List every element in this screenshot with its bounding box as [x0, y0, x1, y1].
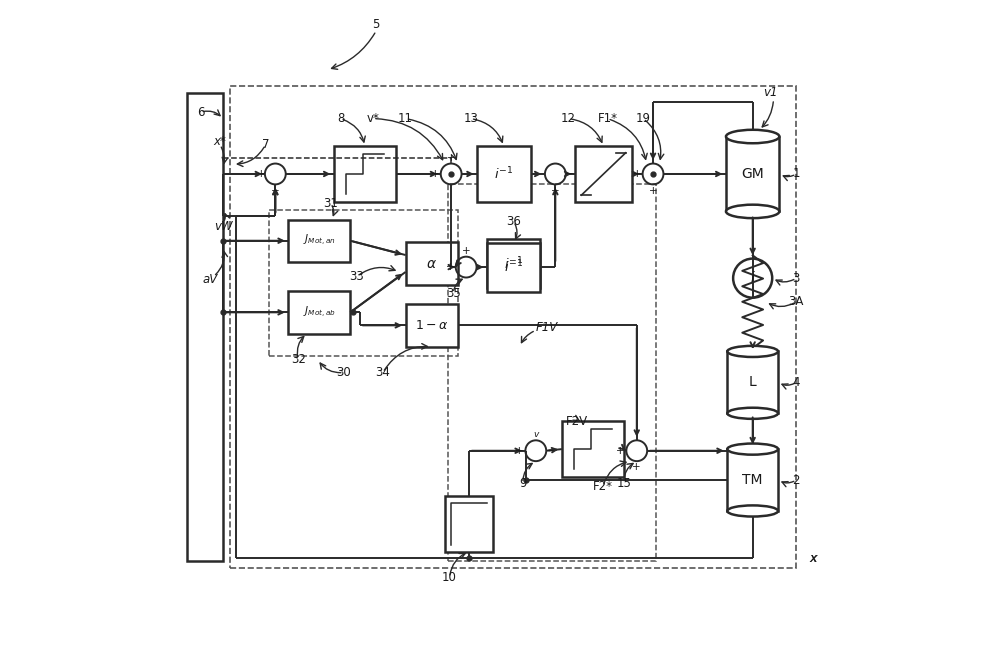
- Ellipse shape: [727, 443, 778, 455]
- Bar: [487, 239, 540, 288]
- Bar: [406, 243, 458, 284]
- Bar: [575, 146, 632, 201]
- Text: −: −: [565, 169, 574, 179]
- Text: 9: 9: [519, 477, 527, 490]
- Text: 7: 7: [262, 138, 269, 151]
- Text: $1-\alpha$: $1-\alpha$: [415, 319, 448, 332]
- Text: 1: 1: [793, 167, 800, 181]
- Text: 4: 4: [793, 376, 800, 389]
- Text: +: +: [649, 186, 657, 196]
- Text: $i^{-1}$: $i^{-1}$: [504, 255, 523, 272]
- Bar: [445, 496, 493, 552]
- Text: +: +: [515, 446, 524, 456]
- Text: $\alpha$: $\alpha$: [426, 256, 437, 271]
- Text: $J_{Mot,an}$: $J_{Mot,an}$: [303, 233, 336, 249]
- Bar: [288, 291, 350, 334]
- Bar: [269, 210, 458, 356]
- Text: 30: 30: [336, 366, 351, 379]
- Text: 8: 8: [337, 112, 344, 125]
- Bar: [726, 137, 779, 211]
- Ellipse shape: [727, 407, 778, 419]
- Text: +: +: [551, 186, 560, 196]
- Bar: [288, 220, 350, 262]
- Text: x: x: [809, 552, 816, 564]
- Text: +: +: [633, 169, 642, 179]
- Text: +: +: [431, 169, 440, 179]
- Text: L: L: [749, 375, 757, 389]
- Text: v1: v1: [763, 86, 778, 99]
- Text: −: −: [546, 446, 555, 456]
- Text: 10: 10: [442, 571, 457, 584]
- Text: 31: 31: [323, 197, 338, 210]
- Bar: [334, 146, 396, 201]
- Text: 3A: 3A: [789, 295, 804, 308]
- Bar: [187, 93, 223, 561]
- Bar: [448, 184, 656, 561]
- Ellipse shape: [727, 506, 778, 517]
- Ellipse shape: [727, 346, 778, 357]
- Text: TM: TM: [742, 473, 763, 487]
- Text: 33: 33: [349, 270, 364, 283]
- Bar: [727, 449, 778, 511]
- Text: $i^{-1}$: $i^{-1}$: [504, 259, 523, 275]
- Text: $i^{-1}$: $i^{-1}$: [494, 165, 514, 182]
- Text: 35: 35: [446, 286, 460, 300]
- Text: +: +: [257, 169, 265, 179]
- Text: 32: 32: [291, 353, 306, 366]
- Text: GM: GM: [741, 167, 764, 181]
- Text: $J_{Mot,ab}$: $J_{Mot,ab}$: [303, 305, 336, 320]
- Text: 2: 2: [793, 473, 800, 487]
- Bar: [230, 86, 796, 568]
- Text: 15: 15: [616, 477, 631, 490]
- Text: aV: aV: [203, 273, 218, 286]
- Text: +: +: [446, 262, 454, 272]
- Bar: [477, 146, 531, 201]
- Text: +: +: [462, 246, 470, 256]
- Text: +: +: [447, 152, 455, 163]
- Ellipse shape: [726, 205, 779, 218]
- Text: 19: 19: [636, 112, 651, 125]
- Text: 36: 36: [506, 215, 521, 228]
- Text: x*: x*: [214, 135, 226, 148]
- Text: +: +: [632, 462, 641, 472]
- Ellipse shape: [726, 129, 779, 143]
- Text: 5: 5: [373, 18, 380, 31]
- Bar: [406, 304, 458, 347]
- Text: 11: 11: [398, 112, 413, 125]
- Bar: [727, 351, 778, 413]
- Text: 12: 12: [561, 112, 576, 125]
- Text: F2*: F2*: [593, 480, 613, 493]
- Text: v*: v*: [367, 112, 379, 125]
- Bar: [487, 243, 540, 292]
- Text: 3: 3: [793, 271, 800, 284]
- Text: x: x: [809, 552, 817, 564]
- Text: i: i: [751, 271, 755, 285]
- Text: 13: 13: [463, 112, 478, 125]
- Text: F2V: F2V: [566, 415, 588, 428]
- Text: vW: vW: [214, 220, 233, 233]
- Text: F1V: F1V: [536, 320, 558, 334]
- Text: −: −: [271, 186, 280, 196]
- Text: +: +: [616, 446, 625, 456]
- Text: 6: 6: [197, 105, 204, 118]
- Bar: [562, 421, 624, 477]
- Text: v: v: [533, 430, 539, 439]
- Text: 34: 34: [375, 366, 390, 379]
- Text: F1*: F1*: [597, 112, 617, 125]
